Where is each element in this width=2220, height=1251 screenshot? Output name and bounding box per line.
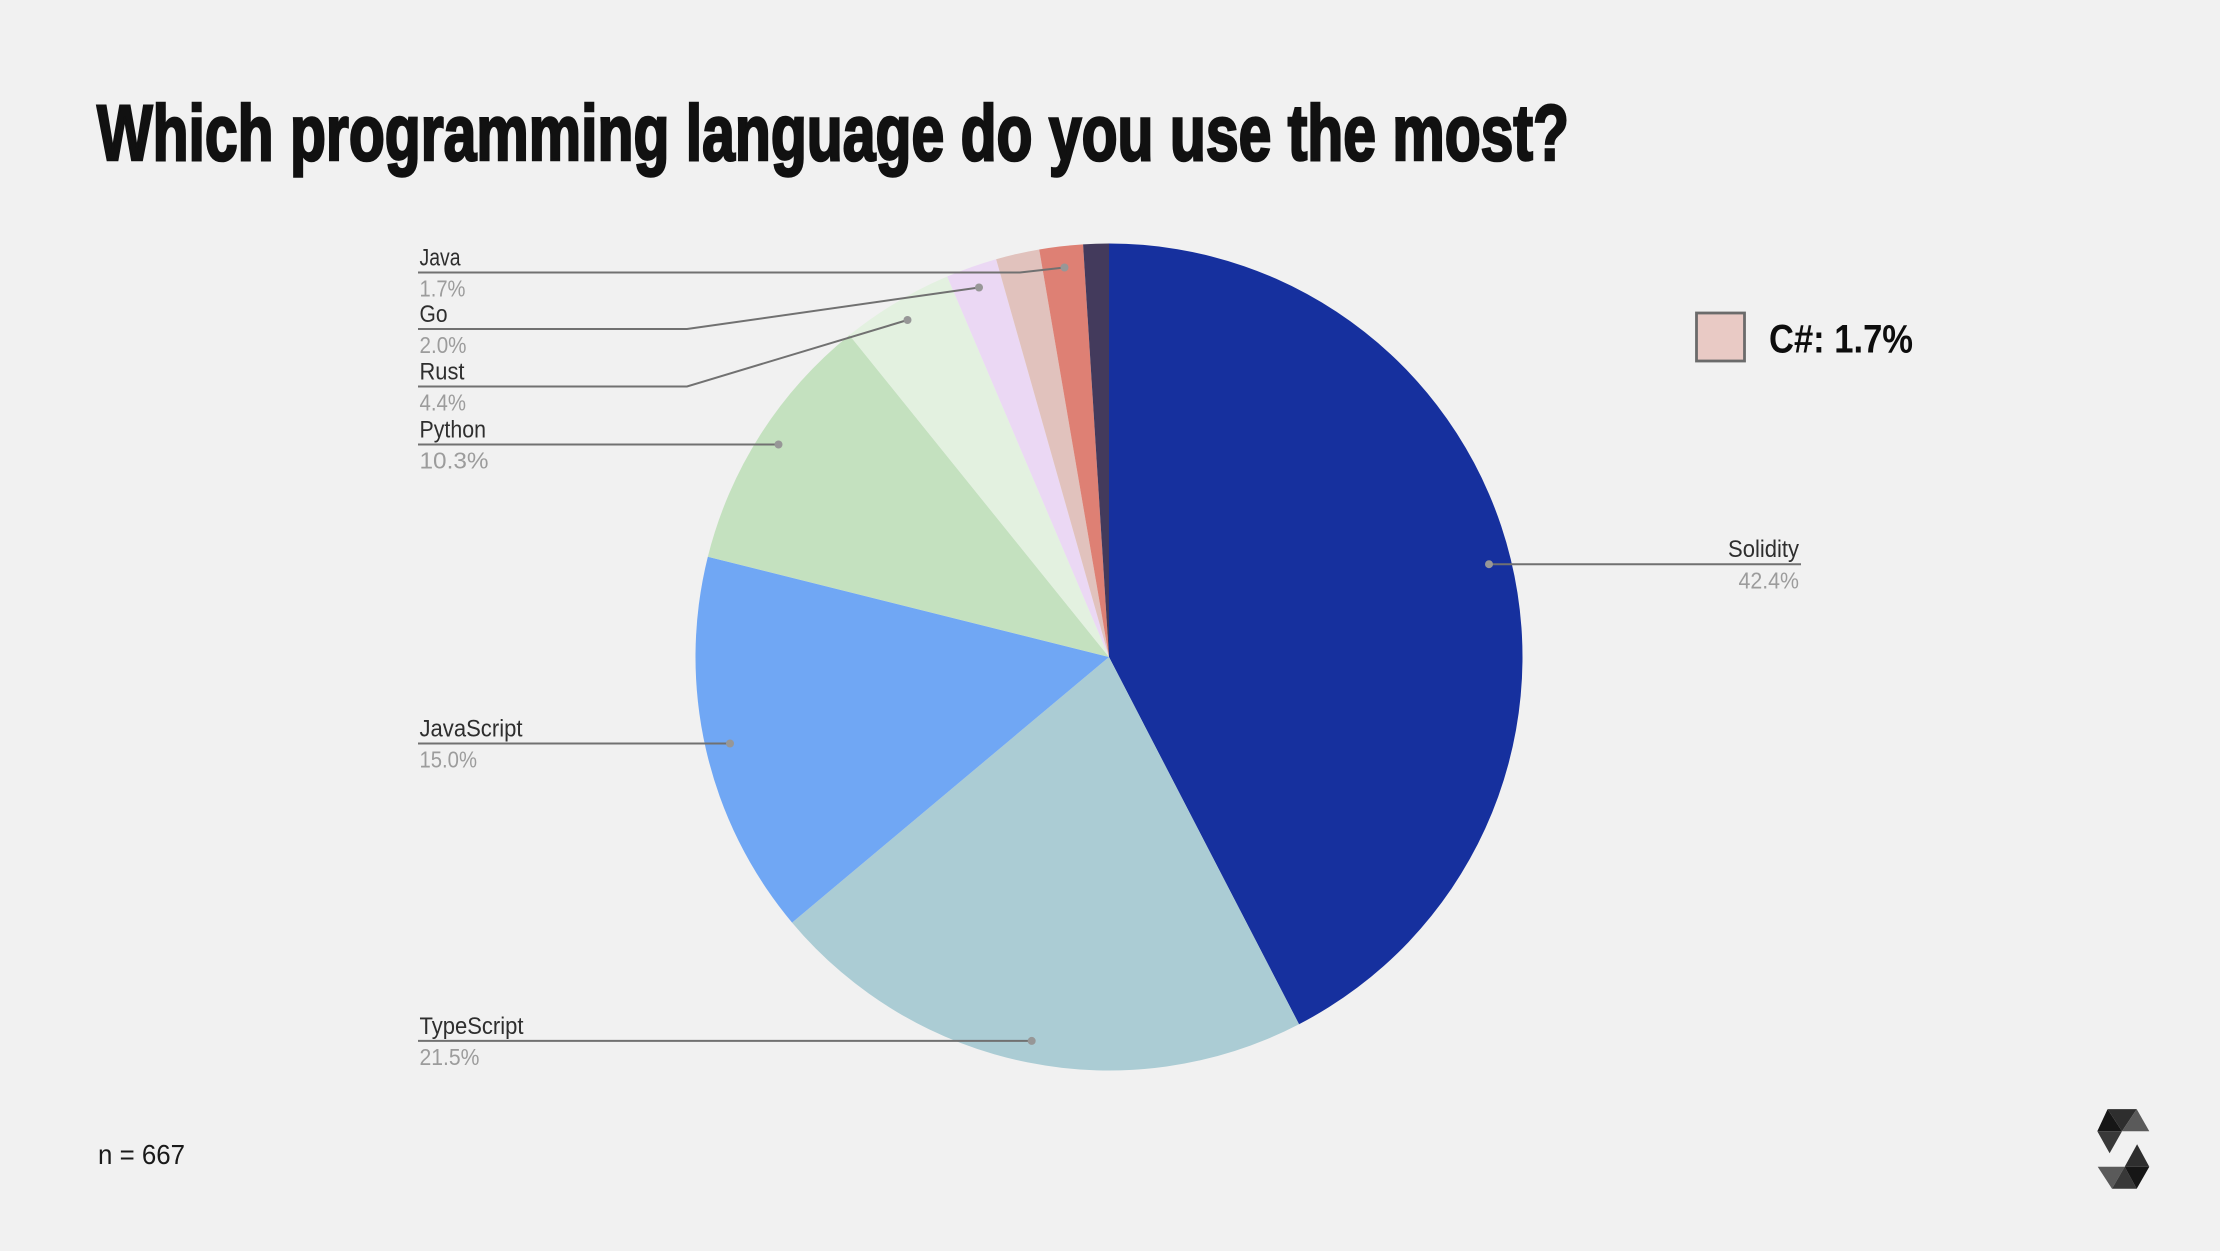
- svg-text:Java: Java: [420, 245, 461, 272]
- svg-text:Rust: Rust: [420, 359, 465, 386]
- svg-text:10.3%: 10.3%: [420, 448, 489, 474]
- svg-text:JavaScript: JavaScript: [420, 716, 523, 743]
- svg-text:Which programming language do: Which programming language do you use th…: [97, 88, 1569, 177]
- svg-text:Python: Python: [420, 417, 487, 444]
- svg-text:15.0%: 15.0%: [420, 747, 478, 773]
- svg-text:Solidity: Solidity: [1728, 536, 1800, 563]
- svg-text:1.7%: 1.7%: [420, 276, 466, 302]
- svg-text:2.0%: 2.0%: [420, 332, 467, 358]
- svg-text:42.4%: 42.4%: [1739, 568, 1800, 594]
- svg-text:21.5%: 21.5%: [420, 1044, 480, 1070]
- svg-text:n = 667: n = 667: [98, 1139, 185, 1170]
- svg-text:TypeScript: TypeScript: [420, 1013, 524, 1040]
- svg-text:4.4%: 4.4%: [420, 390, 467, 416]
- svg-text:C#: 1.7%: C#: 1.7%: [1769, 318, 1913, 362]
- svg-text:Go: Go: [420, 301, 448, 328]
